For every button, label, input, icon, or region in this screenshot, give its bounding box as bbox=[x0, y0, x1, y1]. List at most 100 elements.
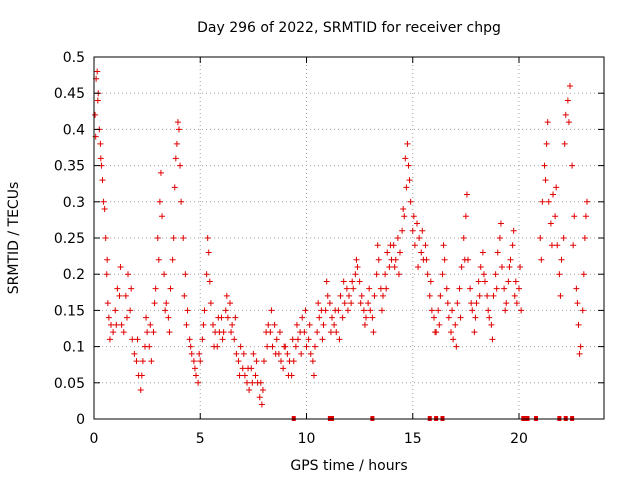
data-point bbox=[366, 285, 373, 292]
data-point bbox=[108, 321, 114, 328]
data-point bbox=[370, 329, 377, 336]
data-point bbox=[460, 235, 467, 241]
data-point bbox=[577, 343, 584, 350]
data-point bbox=[249, 379, 256, 386]
data-point bbox=[120, 329, 127, 336]
data-point bbox=[512, 278, 519, 285]
data-point bbox=[268, 307, 275, 314]
data-point bbox=[445, 314, 452, 321]
data-point bbox=[306, 321, 313, 328]
data-point bbox=[232, 314, 239, 321]
data-point bbox=[118, 321, 125, 328]
data-point bbox=[543, 140, 550, 147]
data-point bbox=[203, 271, 210, 278]
data-point bbox=[125, 271, 131, 278]
data-point bbox=[418, 249, 425, 256]
data-point bbox=[99, 177, 106, 184]
data-point bbox=[147, 321, 154, 328]
data-point bbox=[229, 321, 236, 328]
data-point bbox=[570, 242, 577, 249]
data-point bbox=[556, 271, 563, 278]
data-point bbox=[106, 336, 113, 343]
data-point bbox=[516, 285, 522, 292]
data-point bbox=[302, 307, 309, 314]
data-point bbox=[190, 358, 197, 365]
x-tick-label: 5 bbox=[196, 431, 205, 447]
data-point bbox=[228, 329, 235, 336]
x-tick-label: 20 bbox=[510, 431, 528, 447]
data-point bbox=[123, 314, 130, 321]
data-point bbox=[505, 278, 512, 285]
data-point bbox=[261, 358, 267, 365]
data-point bbox=[97, 155, 104, 162]
y-tick-label: 0.15 bbox=[54, 303, 85, 319]
data-point bbox=[324, 292, 331, 299]
data-point bbox=[437, 292, 444, 299]
data-point bbox=[165, 314, 172, 321]
data-point bbox=[105, 314, 112, 321]
data-point bbox=[131, 350, 138, 357]
data-point bbox=[407, 198, 414, 205]
data-point bbox=[314, 329, 321, 336]
data-point bbox=[492, 271, 499, 278]
data-point bbox=[316, 314, 323, 321]
y-tick-label: 0.3 bbox=[63, 195, 85, 211]
data-point bbox=[170, 235, 177, 241]
data-point bbox=[496, 235, 503, 241]
data-point bbox=[542, 177, 549, 184]
data-point bbox=[383, 285, 390, 292]
data-point bbox=[348, 300, 355, 307]
y-tick-label: 0.2 bbox=[63, 267, 85, 283]
data-point bbox=[233, 350, 240, 357]
grid-lines bbox=[94, 57, 604, 419]
data-point bbox=[422, 242, 429, 249]
data-point bbox=[252, 372, 259, 379]
data-point bbox=[427, 278, 434, 285]
data-point bbox=[453, 343, 460, 350]
data-point bbox=[167, 285, 174, 292]
data-point bbox=[469, 307, 476, 314]
data-point bbox=[361, 321, 368, 328]
data-point bbox=[173, 140, 180, 147]
data-point bbox=[312, 343, 318, 350]
data-point bbox=[273, 336, 280, 343]
data-point bbox=[406, 177, 413, 184]
data-point bbox=[309, 358, 316, 365]
data-point bbox=[547, 220, 554, 227]
data-point bbox=[503, 300, 510, 307]
data-point bbox=[139, 358, 146, 365]
data-point bbox=[479, 249, 486, 256]
data-point bbox=[371, 292, 378, 299]
y-tick-label: 0.4 bbox=[63, 122, 85, 138]
data-point bbox=[419, 227, 426, 234]
data-point bbox=[331, 321, 338, 328]
data-point bbox=[146, 343, 153, 350]
data-point bbox=[157, 169, 164, 176]
data-point bbox=[177, 162, 184, 169]
data-point bbox=[564, 97, 571, 104]
data-point bbox=[340, 278, 347, 285]
data-point bbox=[329, 314, 335, 321]
data-point bbox=[301, 329, 308, 336]
data-point bbox=[344, 307, 351, 314]
data-point bbox=[253, 358, 260, 365]
data-point bbox=[137, 387, 144, 394]
data-point bbox=[272, 350, 279, 357]
data-point bbox=[231, 336, 238, 343]
data-point bbox=[468, 300, 475, 307]
data-point bbox=[310, 372, 317, 379]
data-point bbox=[265, 321, 272, 328]
data-point bbox=[102, 235, 109, 241]
data-point bbox=[391, 263, 398, 270]
data-point bbox=[285, 372, 292, 379]
data-point bbox=[154, 235, 161, 241]
data-point bbox=[432, 329, 439, 336]
data-point bbox=[454, 300, 461, 307]
y-axis-label: SRMTID / TECUs bbox=[6, 182, 22, 295]
data-point bbox=[319, 336, 326, 343]
data-point bbox=[387, 242, 394, 249]
data-point bbox=[405, 162, 412, 169]
data-point bbox=[357, 300, 364, 307]
data-point bbox=[293, 321, 300, 328]
data-point bbox=[484, 292, 491, 299]
